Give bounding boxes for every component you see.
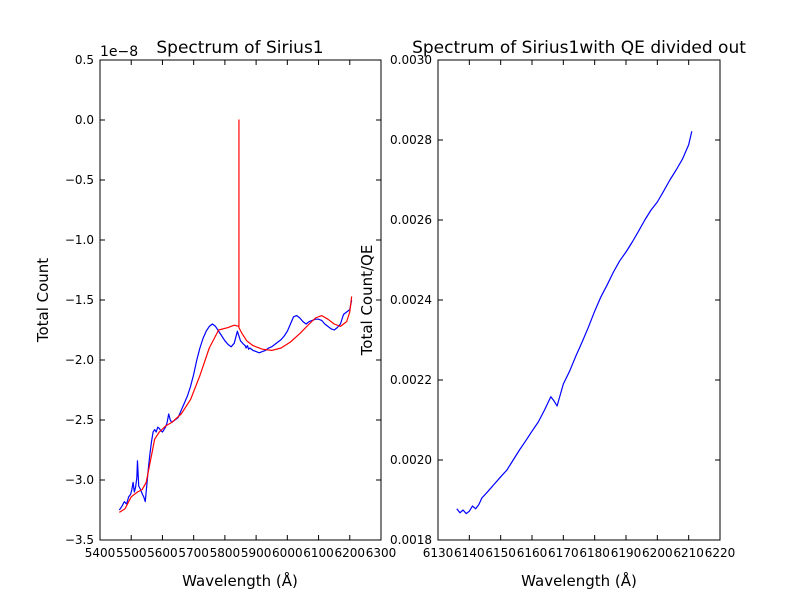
spectrum-y-tick-label: 0.0 bbox=[75, 113, 94, 127]
qe-axes: 6130 6140 6150 6160 6170 6180 6190 6200 6210 6220… bbox=[390, 53, 735, 560]
qe-x-tick-label: 6140 bbox=[454, 546, 485, 560]
qe-plot-area bbox=[456, 131, 693, 515]
qe-y-tick-label: 0.0026 bbox=[390, 213, 432, 227]
spectrum-axes: 5400 5500 5600 5700 5800 5900 6000 6100 6200 6300… bbox=[65, 53, 396, 560]
qe-panel: Spectrum of Sirius1with QE divided out W… bbox=[358, 38, 746, 590]
spectrum-y-tick-label: −1.0 bbox=[65, 233, 94, 247]
spectrum-y-tick-label: −2.0 bbox=[65, 353, 94, 367]
qe-y-tick-label: 0.0028 bbox=[390, 133, 432, 147]
qe-y-tick-label: 0.0018 bbox=[390, 533, 432, 547]
spectrum-x-tick-label: 6000 bbox=[272, 546, 303, 560]
qe-x-tick-label: 6220 bbox=[705, 546, 736, 560]
qe-y-tick-label: 0.0022 bbox=[390, 373, 432, 387]
spectrum-x-tick-label: 5700 bbox=[178, 546, 209, 560]
qe-x-tick-label: 6150 bbox=[485, 546, 516, 560]
qe-x-tick-label: 6190 bbox=[611, 546, 642, 560]
spectrum-x-tick-label: 5900 bbox=[241, 546, 272, 560]
spectrum-y-tick-label: −2.5 bbox=[65, 413, 94, 427]
spectrum-y-tick-label: −3.0 bbox=[65, 473, 94, 487]
spectrum-x-tick-label: 5500 bbox=[116, 546, 147, 560]
spectrum-x-tick-label: 6200 bbox=[335, 546, 366, 560]
qe-x-tick-label: 6210 bbox=[673, 546, 704, 560]
qe-x-tick-label: 6130 bbox=[423, 546, 454, 560]
spectrum-x-tick-label: 5400 bbox=[85, 546, 116, 560]
spectrum-x-axis-label: Wavelength (Å) bbox=[182, 571, 298, 590]
qe-y-tick-label: 0.0024 bbox=[390, 293, 432, 307]
qe-x-tick-label: 6170 bbox=[548, 546, 579, 560]
spectrum-series-0-line bbox=[118, 299, 353, 511]
spectrum-title: Spectrum of Sirius1 bbox=[156, 38, 323, 58]
spectrum-y-tick-label: 0.5 bbox=[75, 53, 94, 67]
qe-y-tick-label: 0.0020 bbox=[390, 453, 432, 467]
qe-x-tick-label: 6200 bbox=[642, 546, 673, 560]
spectrum-panel: Spectrum of Sirius1 1e−8 Wavelength (Å) … bbox=[34, 38, 396, 590]
qe-y-tick-label: 0.0030 bbox=[390, 53, 432, 67]
qe-y-axis-label: Total Count/QE bbox=[358, 245, 376, 357]
spectrum-x-tick-label: 6100 bbox=[303, 546, 334, 560]
spectrum-x-tick-label: 5600 bbox=[147, 546, 178, 560]
spectrum-plot-area bbox=[118, 119, 353, 513]
spectrum-x-tick-label: 5800 bbox=[210, 546, 241, 560]
spectrum-y-axis-label: Total Count bbox=[34, 258, 52, 343]
spectrum-series-1-line bbox=[119, 119, 353, 513]
spectrum-y-tick-label: −3.5 bbox=[65, 533, 94, 547]
qe-x-axis-label: Wavelength (Å) bbox=[521, 571, 637, 590]
qe-series-0-line bbox=[456, 131, 693, 515]
spectrum-y-tick-label: −1.5 bbox=[65, 293, 94, 307]
qe-x-tick-label: 6160 bbox=[517, 546, 548, 560]
spectrum-x-tick-label: 6300 bbox=[366, 546, 397, 560]
qe-x-tick-label: 6180 bbox=[579, 546, 610, 560]
spectrum-y-tick-label: −0.5 bbox=[65, 173, 94, 187]
y-offset-label: 1e−8 bbox=[100, 44, 138, 60]
qe-title: Spectrum of Sirius1with QE divided out bbox=[412, 38, 746, 58]
